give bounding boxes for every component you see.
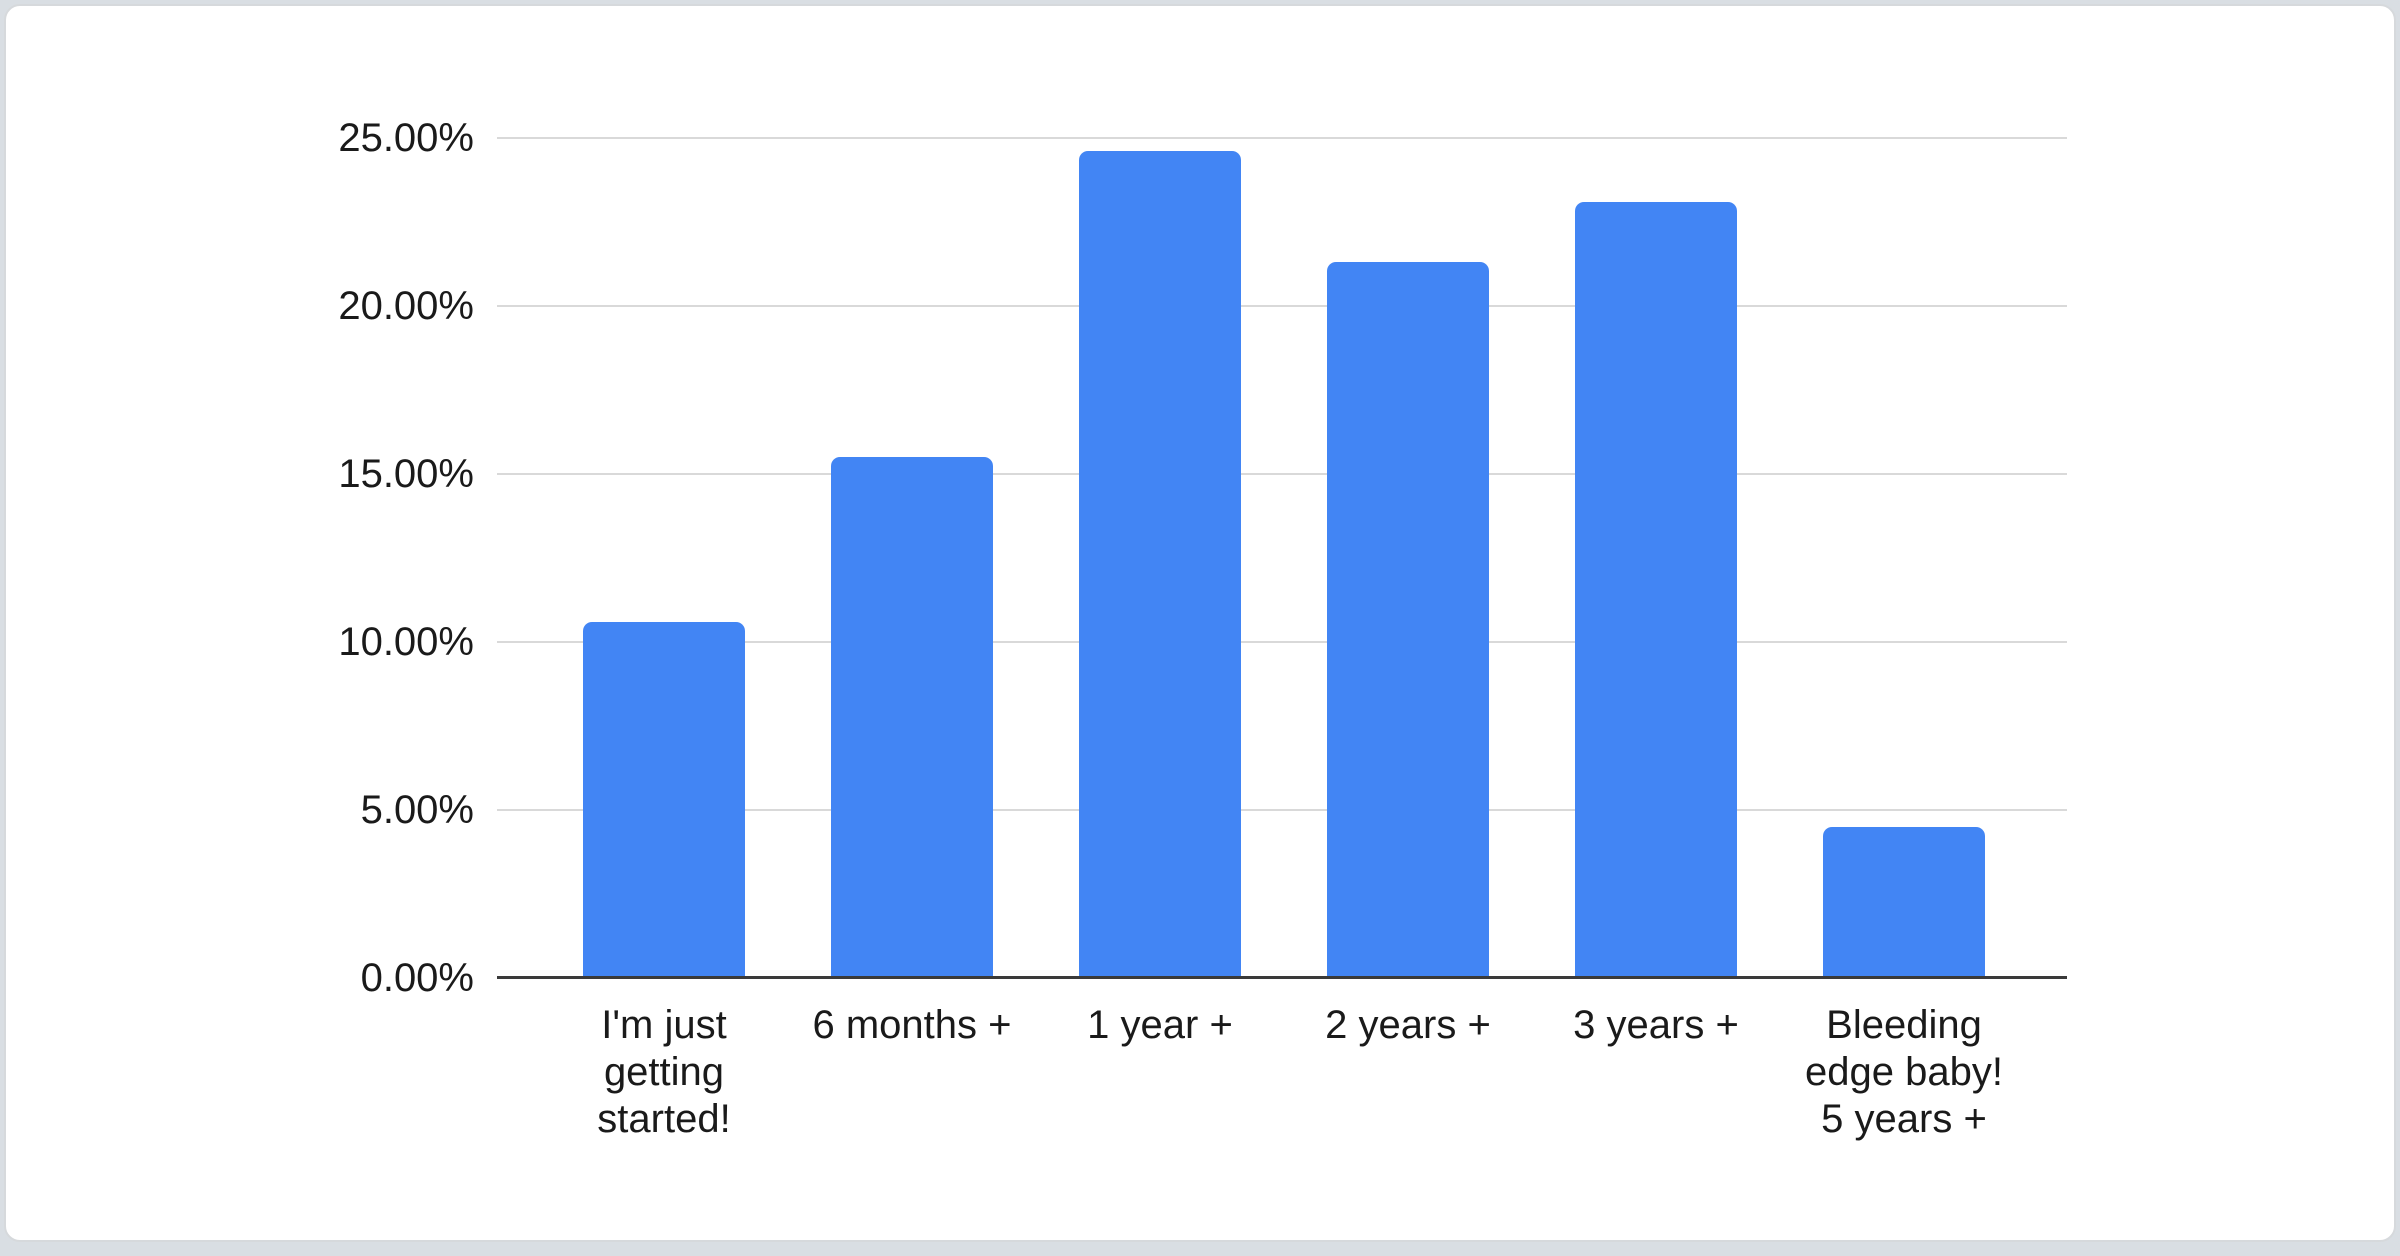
y-axis-tick-label: 0.00% — [360, 956, 474, 1000]
y-axis-tick-label: 5.00% — [360, 788, 474, 832]
x-axis-label: 6 months + — [762, 1002, 1062, 1049]
x-axis-label-line: started! — [597, 1097, 731, 1141]
y-axis-tick-label: 15.00% — [338, 452, 474, 496]
x-axis-label: 2 years + — [1258, 1002, 1558, 1049]
x-axis-label-line: Bleeding — [1826, 1003, 1982, 1047]
x-axis-label-line: getting — [603, 1050, 725, 1094]
y-axis-tick-label: 10.00% — [338, 620, 474, 664]
x-axis-label-line: 5 years + — [1821, 1097, 1987, 1141]
x-axis-label: 1 year + — [1010, 1002, 1310, 1049]
x-axis-label-line: 3 years + — [1573, 1003, 1739, 1047]
x-axis-label: 3 years + — [1506, 1002, 1806, 1049]
y-gridline — [497, 137, 2067, 139]
x-axis-label-line: 1 year + — [1087, 1003, 1233, 1047]
plot-area — [497, 137, 2067, 979]
chart-bar — [1575, 201, 1737, 978]
y-gridline — [497, 473, 2067, 475]
y-gridline — [497, 809, 2067, 811]
x-axis-label: Bleeding edge baby! 5 years + — [1754, 1002, 2054, 1143]
y-axis-tick-label: 20.00% — [338, 284, 474, 328]
chart-bar — [831, 457, 993, 978]
y-gridline — [497, 305, 2067, 307]
x-axis-label-line: 6 months + — [812, 1003, 1012, 1047]
y-axis-tick-label: 25.00% — [338, 116, 474, 160]
x-axis-label: I'm just getting started! — [514, 1002, 814, 1143]
x-axis-label-line: edge baby! — [1805, 1050, 2003, 1094]
chart-card: 0.00% 5.00% 10.00% 15.00% 20.00% 25.00% I'm j… — [4, 4, 2396, 1242]
x-axis-label-line: I'm just — [601, 1003, 727, 1047]
chart-bar — [583, 621, 745, 978]
chart-bar — [1327, 262, 1489, 978]
x-axis-baseline — [497, 976, 2067, 979]
y-gridline — [497, 641, 2067, 643]
chart-bar — [1823, 826, 1985, 978]
x-axis-label-line: 2 years + — [1325, 1003, 1491, 1047]
chart-bar — [1079, 151, 1241, 978]
